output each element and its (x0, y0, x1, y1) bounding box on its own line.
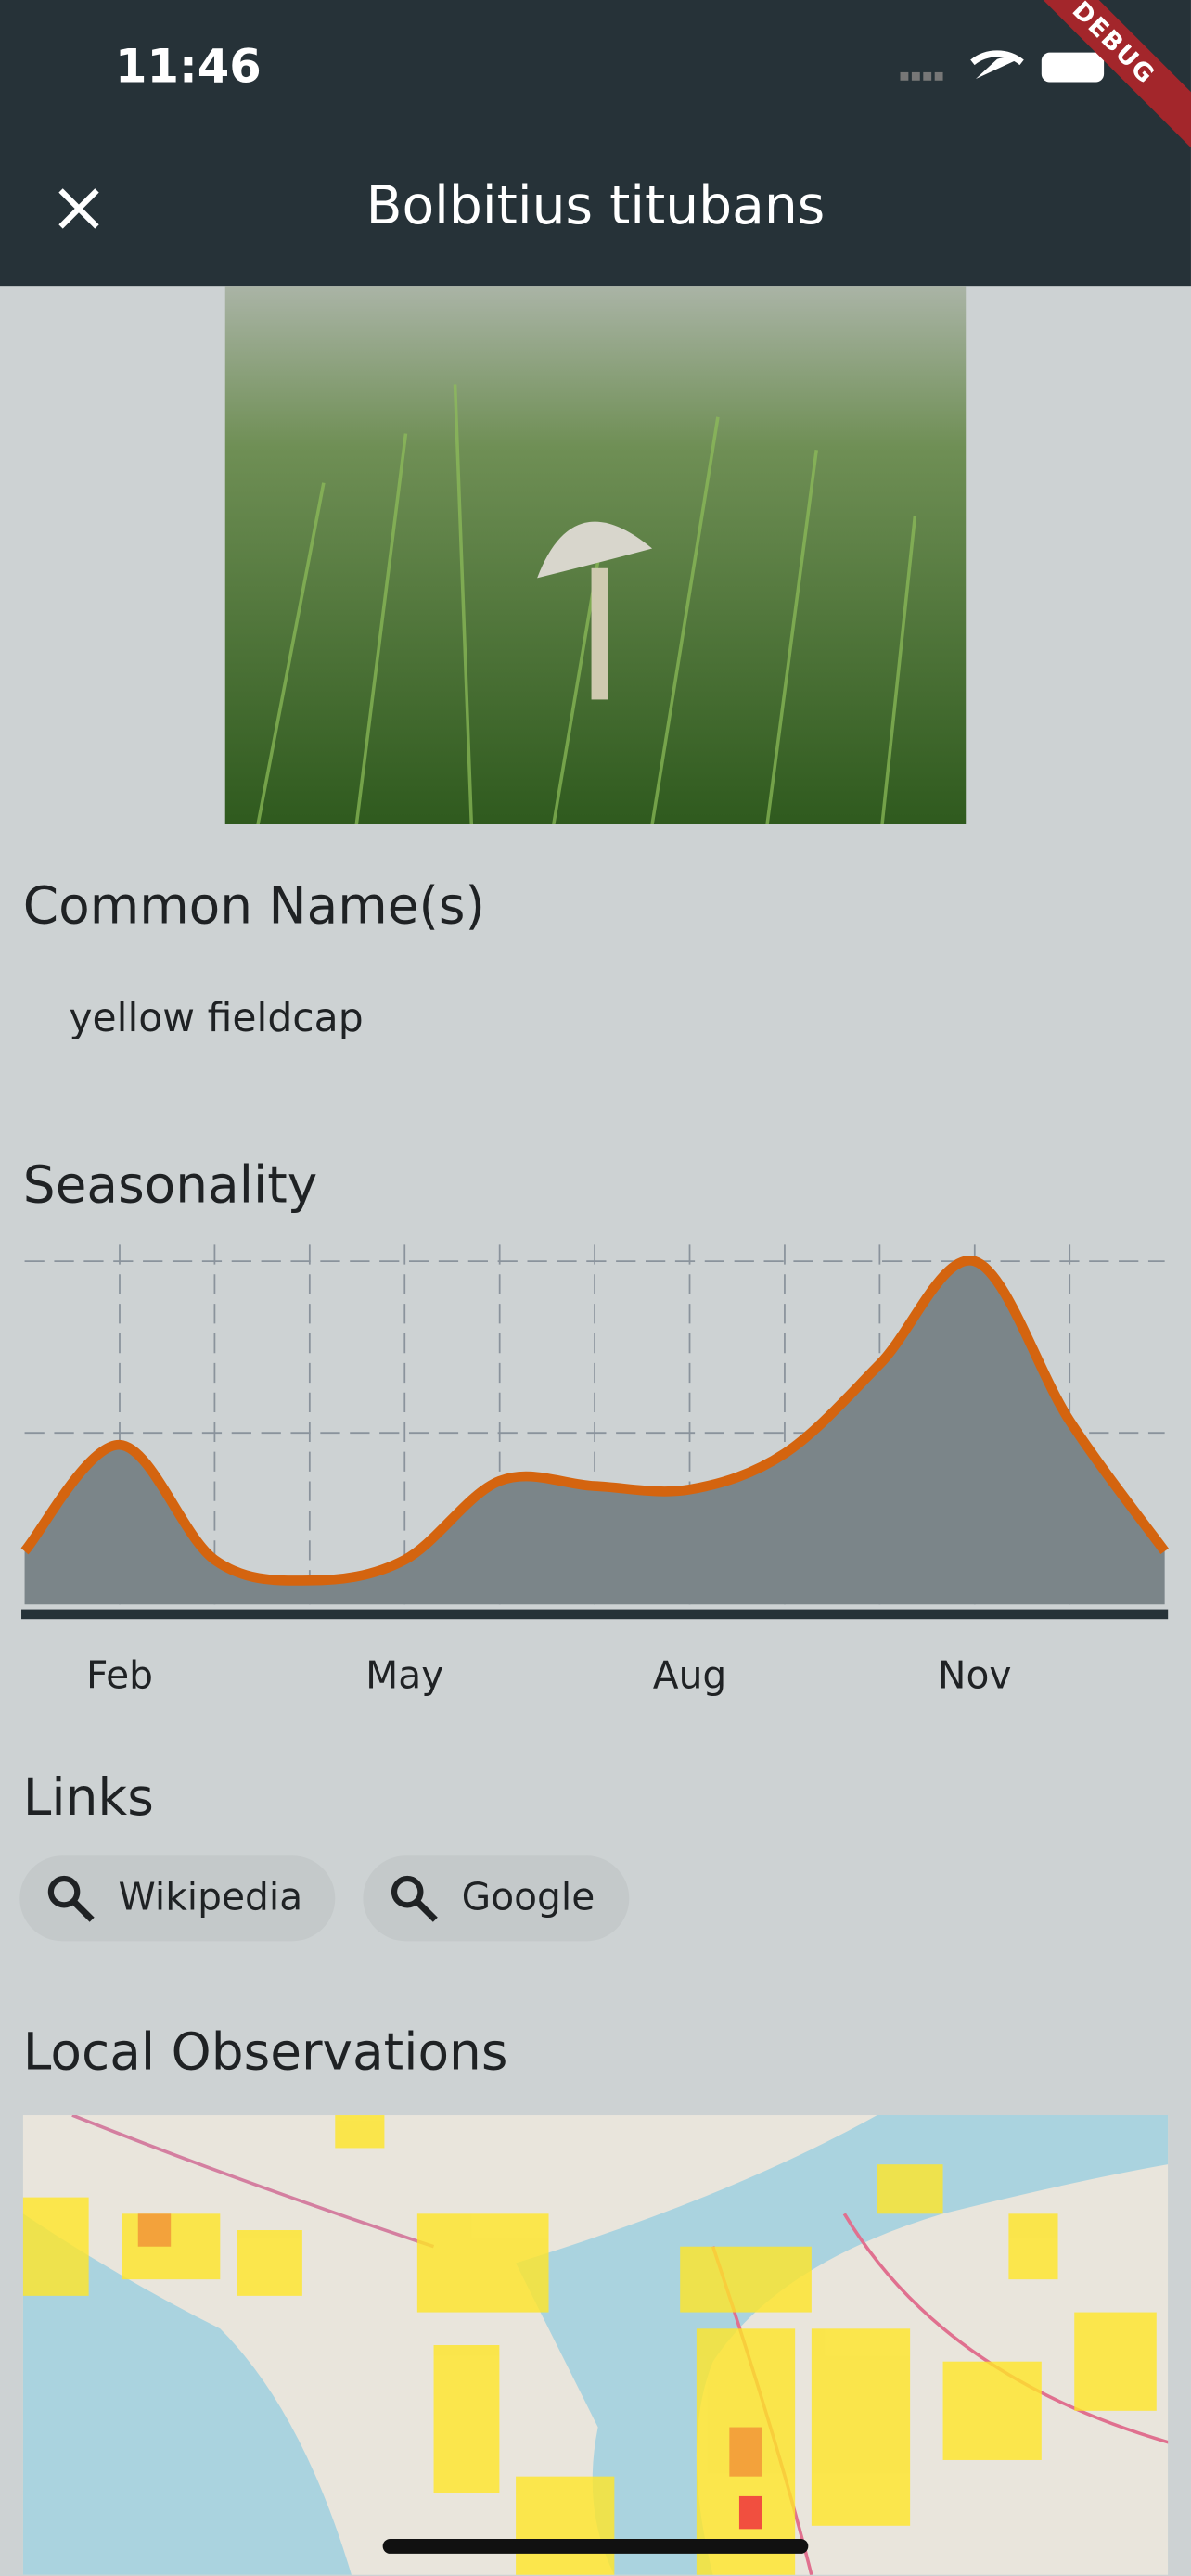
home-indicator (382, 2538, 809, 2554)
search-icon (47, 1875, 95, 1922)
app-title: Bolbitius titubans (365, 173, 826, 237)
x-tick-label: Nov (938, 1653, 1011, 1698)
x-axis-line (21, 1609, 1169, 1620)
x-tick-label: May (365, 1653, 443, 1698)
link-chip[interactable]: Google (363, 1855, 630, 1942)
area-line (20, 1256, 1169, 1586)
chart-title: Seasonality (22, 1155, 318, 1216)
common-name: yellow fieldcap (69, 995, 364, 1041)
status-icons (900, 50, 1105, 83)
link-label: Google (461, 1877, 596, 1920)
observation-map (22, 2115, 1169, 2575)
link-chip[interactable]: Wikipedia (19, 1855, 336, 1942)
search-icon (391, 1875, 438, 1922)
link-label: Wikipedia (118, 1877, 303, 1920)
area-fill (24, 1260, 1165, 1605)
section-heading: Common Name(s) (22, 876, 485, 937)
app-bar: 11:46 DEBUG Bolbitius titubans (0, 0, 1191, 287)
section-heading: Local Observations (22, 2022, 508, 2083)
status-time: 11:46 (114, 39, 262, 94)
species-photo (224, 286, 967, 825)
x-tick-label: Aug (653, 1653, 727, 1698)
close-button[interactable] (56, 185, 102, 232)
seasonality-chart: Feb May Aug Nov (20, 1244, 1169, 1698)
section-heading: Links (22, 1768, 154, 1829)
x-tick-label: Feb (86, 1653, 153, 1698)
